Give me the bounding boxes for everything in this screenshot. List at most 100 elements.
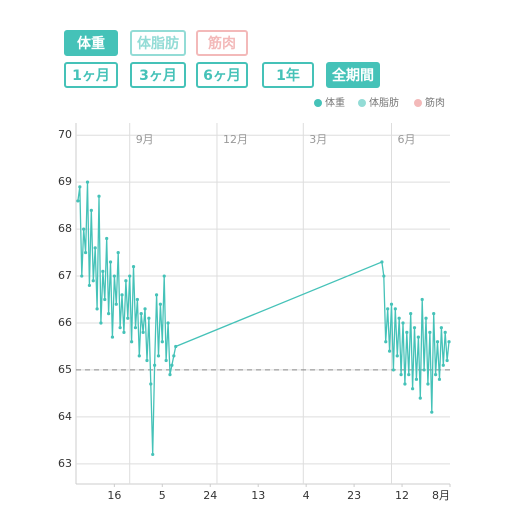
data-point <box>380 260 384 264</box>
data-point <box>411 387 415 391</box>
data-point <box>172 354 176 358</box>
data-point <box>124 279 128 283</box>
x-tick-label: 5 <box>159 489 166 502</box>
data-point <box>80 274 84 278</box>
data-point <box>432 311 436 316</box>
data-point <box>118 326 122 330</box>
y-tick-label: 67 <box>58 269 72 282</box>
data-point <box>78 185 82 189</box>
tab-button[interactable]: 3ヶ月 <box>130 62 186 88</box>
tab-button[interactable]: 1ヶ月 <box>64 62 118 88</box>
data-point <box>89 208 93 212</box>
data-point <box>158 302 162 306</box>
data-point <box>443 330 447 334</box>
data-point <box>82 227 86 231</box>
data-point <box>401 321 405 325</box>
data-point <box>164 358 168 363</box>
month-label: 3月 <box>309 133 327 146</box>
data-point <box>153 363 157 367</box>
data-point <box>131 265 136 269</box>
y-tick-label: 63 <box>58 457 72 470</box>
data-point <box>156 354 161 358</box>
data-point <box>387 349 392 353</box>
data-point <box>110 335 115 339</box>
data-point <box>445 358 449 363</box>
data-point <box>143 307 147 311</box>
data-point <box>435 340 440 344</box>
data-point <box>141 330 145 334</box>
data-point <box>170 363 174 367</box>
data-point <box>101 269 105 273</box>
data-point <box>154 293 159 297</box>
data-point <box>428 330 432 334</box>
data-point <box>441 363 445 367</box>
tab-button[interactable]: 全期間 <box>326 62 380 88</box>
data-point <box>439 326 443 330</box>
data-point <box>409 311 413 316</box>
y-tick-label: 65 <box>58 363 72 376</box>
data-point <box>162 274 166 278</box>
data-point <box>422 368 426 372</box>
data-point <box>99 321 103 325</box>
data-point <box>95 307 99 311</box>
data-point <box>416 335 420 339</box>
legend-label: 筋肉 <box>425 96 445 109</box>
data-point <box>405 330 409 334</box>
data-point <box>393 307 397 311</box>
tab-button[interactable]: 6ヶ月 <box>196 62 248 88</box>
tab-button[interactable]: 1年 <box>262 62 314 88</box>
data-point <box>168 373 172 377</box>
data-point <box>137 354 141 358</box>
data-point <box>384 340 388 344</box>
data-point <box>389 302 394 306</box>
month-label: 9月 <box>136 133 154 146</box>
legend-dot <box>358 99 366 107</box>
data-point <box>147 316 151 320</box>
x-tick-label: 8月 <box>432 489 450 502</box>
tab-button[interactable]: 筋肉 <box>196 30 248 56</box>
month-label: 12月 <box>223 133 248 146</box>
x-tick-label: 12 <box>395 489 409 502</box>
data-point <box>120 293 124 297</box>
data-point <box>107 311 111 316</box>
data-point <box>83 250 88 255</box>
data-point <box>424 316 428 320</box>
data-point <box>91 279 95 283</box>
data-point <box>97 194 101 198</box>
legend-dot <box>314 99 322 107</box>
data-line <box>77 182 450 455</box>
data-point <box>135 297 139 302</box>
data-point <box>426 382 430 386</box>
data-point <box>128 274 132 278</box>
x-tick-label: 4 <box>303 489 310 502</box>
data-point <box>420 297 424 302</box>
data-point <box>403 382 407 386</box>
x-tick-label: 16 <box>107 489 121 502</box>
tab-button[interactable]: 体脂肪 <box>130 30 186 56</box>
data-point <box>108 260 113 264</box>
data-point <box>122 330 126 334</box>
data-point <box>391 368 396 372</box>
data-point <box>447 340 451 344</box>
data-point <box>114 302 118 306</box>
data-point <box>133 326 138 330</box>
data-point <box>166 321 170 325</box>
data-point <box>126 316 130 320</box>
data-point <box>87 283 92 288</box>
data-point <box>151 452 155 457</box>
tab-button[interactable]: 体重 <box>64 30 118 56</box>
data-point <box>437 377 442 381</box>
data-point <box>399 373 403 377</box>
data-point <box>412 326 417 330</box>
data-point <box>434 373 438 377</box>
data-point <box>395 354 399 358</box>
y-tick-label: 70 <box>58 128 72 141</box>
x-tick-label: 24 <box>203 489 217 502</box>
legend-label: 体脂肪 <box>369 96 399 109</box>
data-point <box>145 358 149 363</box>
month-label: 6月 <box>398 133 416 146</box>
y-tick-label: 64 <box>58 410 72 423</box>
x-tick-label: 13 <box>251 489 265 502</box>
data-point <box>112 274 116 278</box>
